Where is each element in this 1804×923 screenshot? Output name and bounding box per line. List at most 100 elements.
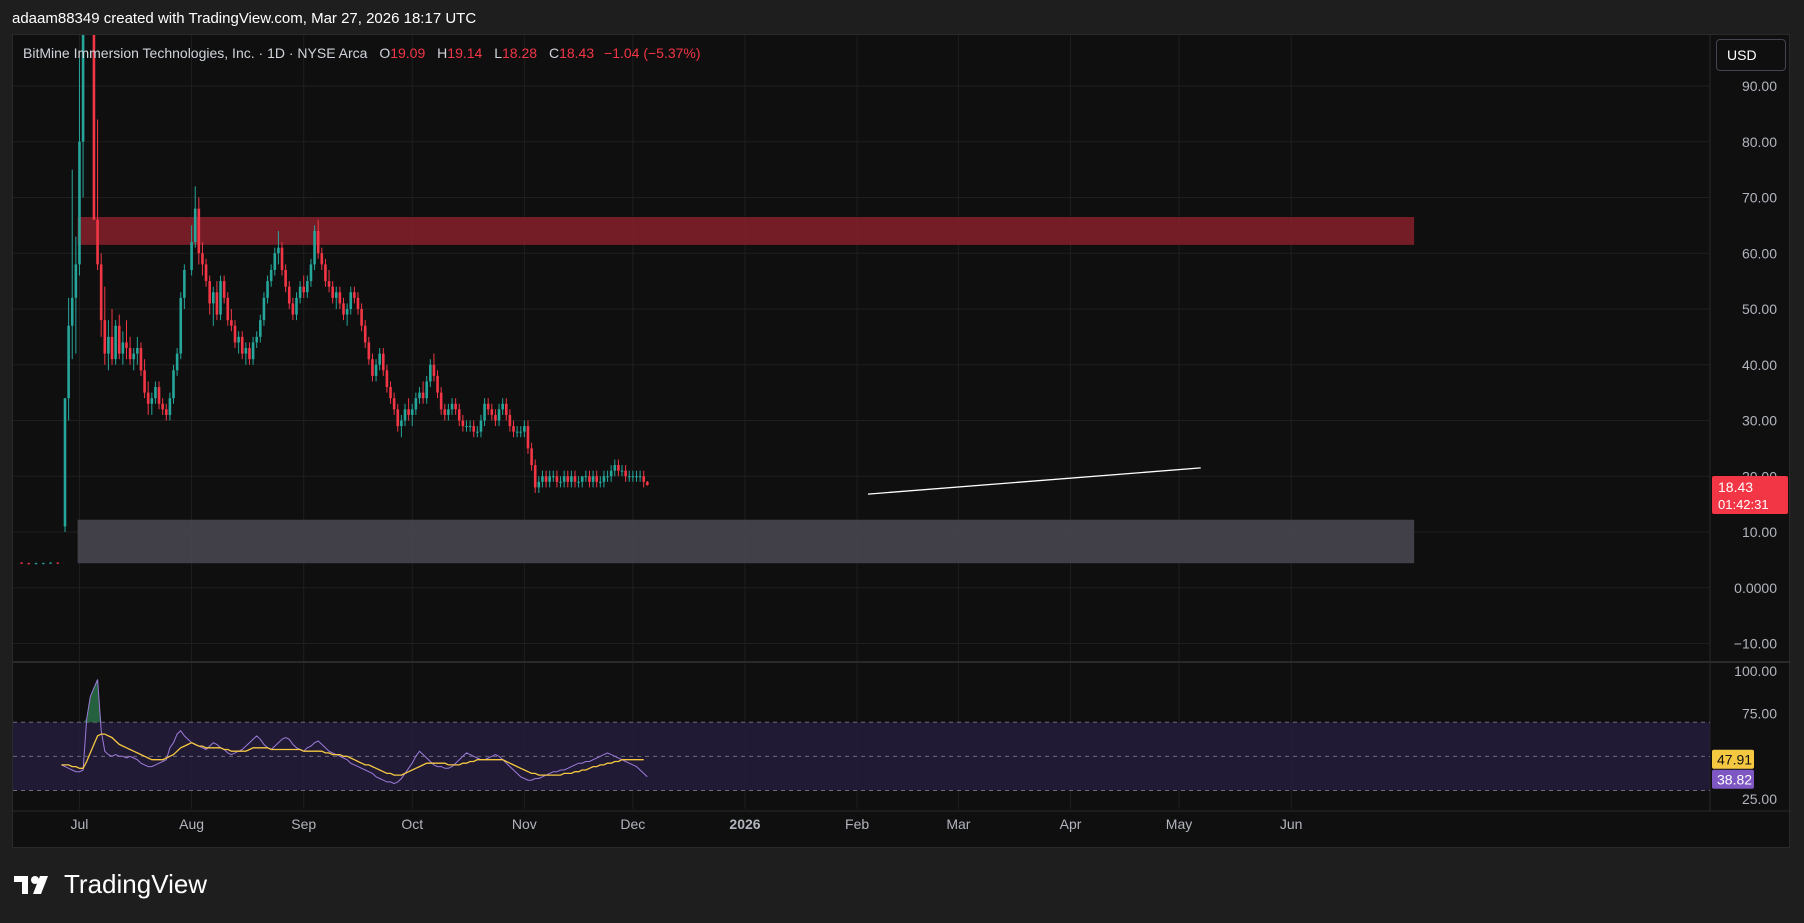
symbol-name[interactable]: BitMine Immersion Technologies, Inc. · 1…	[23, 45, 368, 61]
candle-body	[414, 398, 418, 410]
candle-body	[595, 476, 598, 482]
candle-body	[306, 281, 309, 293]
candle-body	[407, 409, 410, 415]
rsi-overbought-fill	[83, 679, 105, 723]
time-axis-label: Nov	[512, 816, 537, 832]
candle-body	[284, 269, 287, 287]
candle-body	[360, 309, 363, 326]
candle-body	[96, 219, 99, 265]
candle-body	[280, 247, 284, 270]
resistance-zone[interactable]	[77, 217, 1415, 245]
price-chart-svg[interactable]: 90.0080.0070.0060.0050.0040.0030.0020.00…	[13, 35, 1791, 849]
high-label: H	[437, 45, 448, 61]
chart-area[interactable]: 90.0080.0070.0060.0050.0040.0030.0020.00…	[12, 34, 1791, 849]
candle-body	[494, 414, 497, 421]
candle-body	[403, 409, 407, 421]
candle-body	[99, 264, 103, 321]
candle-body	[450, 403, 454, 410]
candle-body	[570, 476, 573, 482]
candle-body	[27, 563, 31, 565]
candle-body	[635, 476, 638, 478]
rsi-ma-value: 47.91	[1717, 752, 1752, 768]
candle-body	[226, 297, 230, 321]
candle-body	[508, 414, 512, 427]
candle-body	[313, 230, 316, 265]
close-label: C	[548, 45, 560, 61]
candle-body	[266, 281, 269, 298]
candle-body	[78, 141, 81, 265]
candle-body	[363, 325, 367, 343]
candle-body	[533, 465, 537, 488]
candle-body	[251, 342, 255, 360]
candle-body	[400, 420, 403, 427]
candle-body	[371, 359, 374, 376]
candle-body	[230, 320, 233, 326]
candle-body	[631, 476, 635, 478]
candle-body	[161, 403, 164, 410]
candle-body	[164, 409, 168, 415]
candle-body	[295, 297, 298, 315]
symbol-legend: BitMine Immersion Technologies, Inc. · 1…	[23, 45, 701, 61]
support-zone[interactable]	[77, 519, 1415, 564]
candle-body	[468, 426, 472, 428]
candle-body	[349, 292, 353, 309]
candle-body	[421, 392, 425, 399]
candle-body	[298, 286, 302, 298]
candle-body	[277, 247, 280, 254]
currency-button[interactable]: USD	[1716, 39, 1786, 71]
candle-body	[439, 392, 443, 410]
candle-body	[613, 465, 617, 471]
candle-body	[233, 325, 237, 343]
candle-body	[244, 348, 248, 354]
rsi-value-badge	[1712, 769, 1754, 789]
candle-body	[146, 392, 150, 404]
candle-body	[436, 375, 439, 393]
candle-body	[627, 476, 631, 478]
rsi-line[interactable]	[61, 679, 648, 785]
tradingview-logo[interactable]: TradingView	[14, 869, 207, 900]
change-value: −1.04 (−5.37%)	[604, 45, 701, 61]
open-label: O	[379, 45, 391, 61]
rsi-axis-label: 75.00	[1742, 706, 1777, 722]
candle-body	[429, 364, 432, 382]
candle-body	[132, 353, 136, 360]
candle-body	[338, 292, 342, 304]
candle-body	[291, 303, 295, 315]
candle-body	[34, 563, 38, 565]
candle-body	[551, 476, 555, 478]
candle-body	[49, 562, 52, 564]
rsi-axis-label: 100.00	[1734, 663, 1777, 679]
rsi-ma-badge	[1712, 749, 1754, 769]
candle-body	[367, 342, 371, 360]
tradingview-brand-text: TradingView	[64, 869, 208, 899]
candle-body	[624, 470, 627, 477]
candle-body	[537, 481, 541, 488]
candle-body	[201, 253, 204, 265]
candle-body	[523, 426, 526, 432]
candle-body	[121, 342, 125, 354]
candle-body	[125, 342, 128, 349]
attribution-text: adaam88349 created with TradingView.com,…	[12, 10, 477, 27]
candle-body	[334, 292, 338, 298]
candle-body	[418, 392, 421, 399]
candle-body	[392, 398, 396, 410]
candle-body	[324, 264, 327, 282]
candle-body	[432, 364, 436, 376]
support-trendline[interactable]	[867, 467, 1201, 495]
candle-body	[128, 348, 132, 360]
time-axis-label: May	[1166, 816, 1192, 832]
rsi-ma-line[interactable]	[61, 733, 644, 776]
candle-body	[157, 387, 161, 404]
candle-body	[240, 336, 244, 354]
candle-body	[454, 403, 457, 410]
candle-body	[457, 409, 461, 421]
candle-body	[262, 297, 266, 321]
candle-body	[70, 297, 74, 326]
candle-body	[501, 403, 504, 410]
candle-body	[555, 476, 559, 482]
candle-body	[620, 470, 624, 472]
high-value: 19.14	[447, 45, 483, 61]
candle-body	[327, 281, 331, 287]
rsi-value: 38.82	[1717, 772, 1752, 788]
candle-body	[67, 325, 70, 399]
